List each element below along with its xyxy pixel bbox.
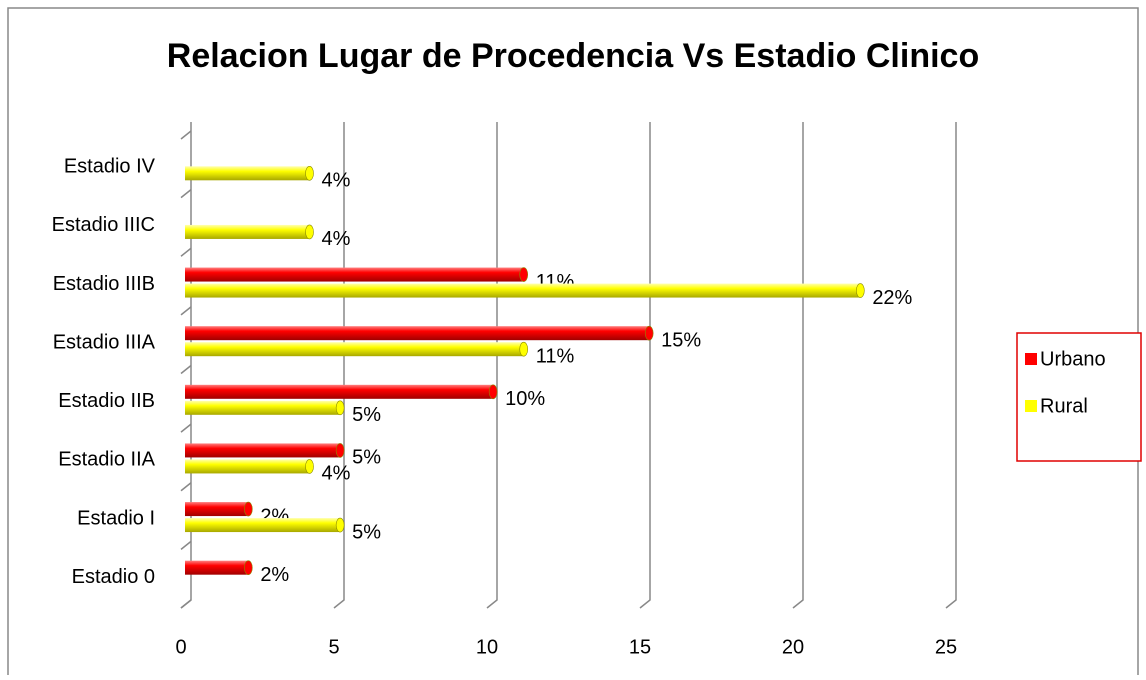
data-label: 11%	[536, 345, 575, 367]
bar	[185, 283, 865, 298]
bar	[185, 166, 314, 181]
bar	[185, 443, 345, 458]
y-tick-label: Estadio IIIA	[53, 331, 156, 353]
bar	[185, 384, 498, 400]
y-tick-label: Estadio IIB	[58, 390, 155, 412]
bar	[185, 267, 529, 282]
grid-line	[639, 122, 651, 609]
data-label: 10%	[505, 388, 545, 410]
bar	[185, 517, 345, 533]
y-tick-label: Estadio I	[77, 507, 155, 529]
data-label: 4%	[322, 228, 351, 250]
data-label: 2%	[260, 564, 289, 586]
y-tick-label: Estadio IIIB	[53, 273, 155, 295]
chart-title: Relacion Lugar de Procedencia Vs Estadio…	[167, 37, 979, 75]
x-tick-label: 5	[328, 636, 339, 658]
bar	[185, 341, 529, 357]
y-tick	[180, 247, 192, 257]
y-tick	[180, 189, 192, 199]
chart-frame	[7, 7, 1139, 675]
y-tick	[180, 130, 192, 140]
data-label: 4%	[322, 170, 351, 192]
bar	[185, 560, 253, 575]
x-tick-label: 15	[629, 636, 651, 658]
legend-swatch	[1025, 400, 1037, 412]
grid-line	[486, 122, 498, 609]
legend-swatch	[1025, 353, 1037, 365]
data-label: 15%	[661, 329, 701, 351]
legend-box	[1016, 332, 1142, 462]
legend-label: Urbano	[1040, 348, 1106, 370]
data-label: 4%	[322, 463, 351, 485]
y-tick	[180, 306, 192, 316]
grid-line	[792, 122, 804, 609]
y-tick-label: Estadio IIA	[58, 449, 155, 471]
data-label: 5%	[352, 521, 381, 543]
y-tick	[180, 364, 192, 375]
y-tick-label: Estadio 0	[72, 566, 155, 588]
grid-line	[945, 122, 957, 609]
data-label: 22%	[872, 287, 912, 309]
y-tick-label: Estadio IV	[64, 156, 156, 178]
bar	[185, 400, 345, 416]
data-label: 5%	[352, 404, 381, 426]
y-tick	[180, 599, 192, 609]
y-axis	[180, 122, 192, 609]
bar	[185, 459, 314, 474]
bar	[185, 224, 314, 240]
y-tick-label: Estadio IIIC	[52, 214, 155, 236]
data-label: 5%	[352, 447, 381, 469]
x-tick-label: 0	[175, 636, 186, 658]
x-tick-label: 20	[782, 636, 804, 658]
y-tick	[180, 482, 192, 492]
y-tick	[180, 423, 192, 433]
x-tick-label: 10	[476, 636, 498, 658]
x-tick-label: 25	[935, 636, 957, 658]
y-tick	[180, 540, 192, 550]
legend-label: Rural	[1040, 395, 1088, 417]
grid-line	[333, 122, 345, 609]
bar	[185, 325, 654, 341]
bar	[185, 501, 253, 517]
